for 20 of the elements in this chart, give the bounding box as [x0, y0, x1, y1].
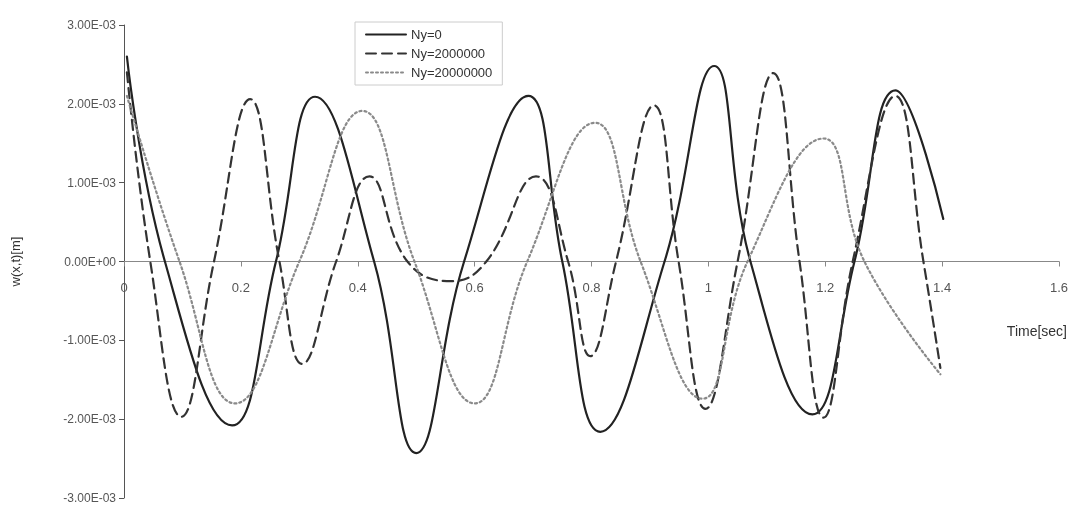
x-tick-label: 1.4 — [933, 280, 952, 295]
legend-label: Ny=2000000 — [411, 46, 486, 61]
y-tick-label: 1.00E-03 — [67, 175, 117, 190]
y-axis-title: w(x,t)[m] — [8, 236, 23, 288]
y-tick-label: 3.00E-03 — [67, 18, 117, 32]
x-axis-title: Time[sec] — [1006, 322, 1067, 339]
x-tick-label: 1 — [704, 280, 712, 295]
x-tick-label: 0.2 — [231, 280, 250, 295]
y-tick-label: 0.00E+00 — [64, 254, 117, 269]
x-tick-label: 1.2 — [816, 280, 835, 295]
x-tick-label: 0.4 — [348, 280, 367, 295]
x-tick-label: 0.6 — [465, 280, 484, 295]
legend-label: Ny=20000000 — [411, 65, 493, 80]
x-tick-label: 1.6 — [1049, 280, 1069, 295]
y-tick-label: -2.00E-03 — [63, 412, 117, 427]
y-tick-label: -1.00E-03 — [63, 333, 117, 348]
legend-label: Ny=0 — [411, 27, 442, 42]
y-tick-label: -3.00E-03 — [63, 491, 117, 505]
x-tick-label: 0.8 — [582, 280, 601, 295]
y-tick-label: 2.00E-03 — [67, 96, 117, 111]
